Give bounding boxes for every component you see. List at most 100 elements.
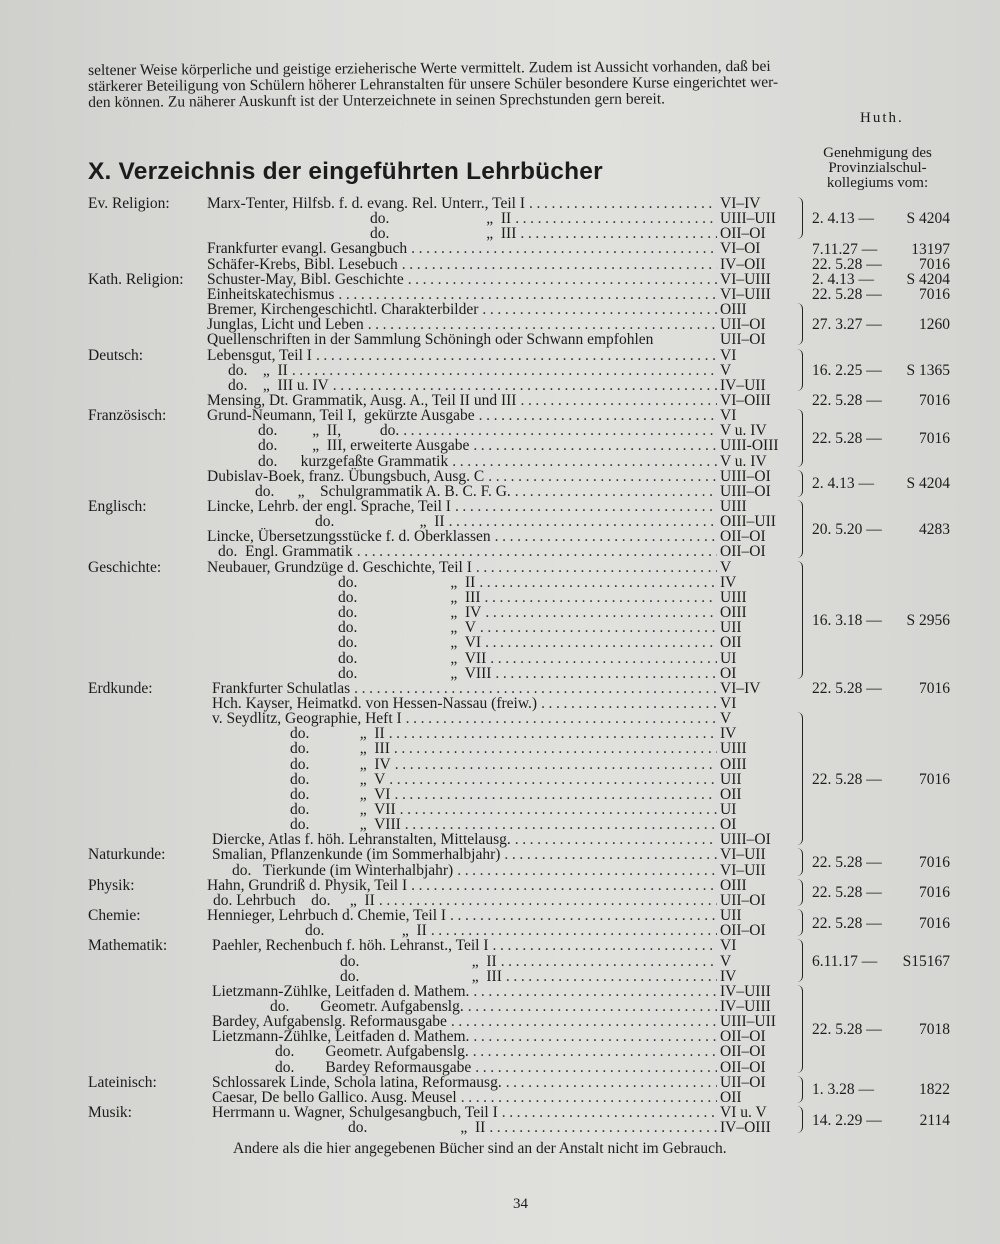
book-title-text: do. „ Schulgrammatik A. B. C. F. G. [255,482,511,500]
dot-leader: ........................................… [495,665,717,681]
approval-entry: 27. 3.27 — 1260 [812,317,950,333]
book-title-text: Lietzmann-Zühlke, Leitfaden d. Mathem. [212,1028,470,1046]
table-row: Bremer, Kirchengeschichtl. Charakterbild… [0,302,1000,318]
class-range: OII [720,785,742,803]
approval-number: 7016 [919,770,950,788]
dot-leader: ........................................… [411,241,717,257]
table-row: do. „ VII...............................… [0,649,1000,667]
book-title-text: do. „ VI [338,634,482,652]
book-title-text: do. „ III, erweiterte Ausgabe [258,437,470,455]
approval-number: 7016 [919,854,950,872]
dot-leader: ........................................… [394,756,717,772]
book-title-text: do. „ III [370,225,517,243]
approval-number: 7016 [919,429,950,447]
book-title-text: do. Engl. Grammatik [218,543,353,561]
dot-leader: ........................................… [475,1059,717,1075]
approval-entry: 16. 2.25 — S 1365 [812,362,950,378]
section-title: X. Verzeichnis der eingeführten Lehrbüch… [88,158,603,185]
group-brace [796,848,803,876]
book-title: Caesar, De bello Gallico. Ausg. Meusel..… [212,1090,717,1106]
table-row: Bardey, Aufgabenslg. Reformausgabe......… [0,1014,1000,1030]
approval-entry: 20. 5.20 — 4283 [812,520,950,538]
class-range: OII [720,634,742,652]
approval-entry: 16. 3.18 — S 2956 [812,611,951,629]
dot-leader: ........................................… [394,786,717,802]
approval-entry: 22. 5.28 — 7016 [812,287,950,303]
book-title-text: v. Seydlitz, Geographie, Heft I [212,710,402,728]
approval-entry: 22. 5.28 — 7018 [812,1022,950,1038]
class-range: UIII [720,498,747,515]
book-title: Diercke, Atlas f. höh. Lehranstalten, Mi… [212,832,717,848]
book-title-text: do. „ II [370,210,512,228]
dot-leader: ........................................… [452,453,717,469]
class-range: UI [720,649,737,667]
book-title-text: do. Bardey Reformausgabe [275,1058,472,1076]
class-range: OII–OI [720,1058,766,1076]
class-range: V [720,361,732,379]
book-title-text: Hennieger, Lehrbuch d. Chemie, Teil I [207,907,447,925]
table-row: Lateinisch: Schlossarek Linde, Schola lat… [0,1073,1000,1091]
book-title: Mensing, Dt. Grammatik, Ausg. A., Teil I… [207,393,717,409]
dot-leader: ........................................… [473,1029,717,1045]
book-title-text: do. „ II [340,952,497,970]
table-row: Junglas, Licht und Leben................… [0,316,1000,334]
approval-date: 22. 5.28 — [812,770,882,788]
approval-entry: 2. 4.13 — S 4204 [812,476,950,492]
intro-paragraph: seltener Weise körperliche und geistige … [88,58,946,111]
book-title-text: do. „ VII [290,801,396,818]
book-title-text: do. „ II [315,513,445,531]
approval-header-line: Genehmigung des [823,145,932,161]
subject-label: Deutsch: [88,346,144,364]
book-title-text: Paehler, Rechenbuch f. höh. Lehranst., T… [212,937,489,955]
class-range: UIII–OI [720,482,771,500]
book-title: do. Bardey Reformausgabe................… [275,1058,717,1076]
book-title-text: Schlossarek Linde, Schola latina, Reform… [212,1073,502,1091]
approval-date: 22. 5.28 — [812,392,882,410]
book-title-text: Junglas, Licht und Leben [207,316,364,334]
dot-leader: ........................................… [490,650,717,666]
class-range: IV–UIII [720,982,771,1000]
approval-number: 7016 [919,884,950,902]
book-title: do. „ Schulgrammatik A. B. C. F. G......… [255,482,717,500]
approval-entry: 22. 5.28 — 7016 [812,915,950,931]
class-range: OI [720,664,737,682]
book-title: do. „ VI................................… [290,786,717,803]
class-range: OII–OI [720,1043,766,1061]
approval-number: S 2956 [906,611,951,629]
book-title: do. Geometr. Aufgabenslg................… [275,1044,717,1060]
approval-number: 4283 [919,520,950,538]
approval-entry: 2. 4.13 — S 4204 [812,211,950,227]
table-row: Deutsch: Lebensgut, Teil I...............… [0,346,1000,364]
book-title-text: do. „ V [290,770,386,788]
dot-leader: ........................................… [291,362,717,378]
class-range: OII [720,1088,742,1106]
book-title: do. „ V.................................… [290,770,717,788]
book-title: Bardey, Aufgabenslg. Reformausgabe......… [212,1014,717,1030]
book-title: do. Lehrbuch do. „ II...................… [213,893,717,909]
class-range: VI–OIII [720,391,771,409]
book-title: Bremer, Kirchengeschichtl. Charakterbild… [207,302,717,318]
table-row: Erdkunde: Frankfurter Schulatlas.........… [0,681,1000,697]
class-range: VI–UII [720,861,766,879]
table-row: do. „ III, erweiterte Ausgabe...........… [0,437,1000,455]
dot-leader: ........................................… [405,711,717,727]
dot-leader: ........................................… [505,968,717,984]
dot-leader: ........................................… [485,605,717,621]
table-row: do. „ VIII..............................… [0,664,1000,682]
dot-leader: ........................................… [479,620,717,636]
book-title-text: do. Geometr. Aufgabenslg. [270,997,464,1015]
class-range: IV–UII [720,376,766,394]
book-title: do. „ II................................… [315,513,717,531]
class-range: UIII–OI [720,831,771,849]
book-title-text: Neubauer, Grundzüge d. Geschichte, Teil … [207,558,472,576]
table-row: do. „ II................................… [0,726,1000,742]
class-range: IV–OIII [720,1119,771,1137]
subject-label: Französisch: [88,407,167,425]
book-title: do. „ II................................… [338,575,717,591]
subject-label: Naturkunde: [88,846,166,864]
book-title: Marx-Tenter, Hilfsb. f. d. evang. Rel. U… [207,196,717,212]
class-range: VI [720,694,737,712]
footer-note: Andere als die hier angegebenen Bücher s… [233,1140,727,1157]
group-brace [796,197,803,240]
approval-column-header: Genehmigung des Provinzialschul- kollegi… [800,146,955,191]
